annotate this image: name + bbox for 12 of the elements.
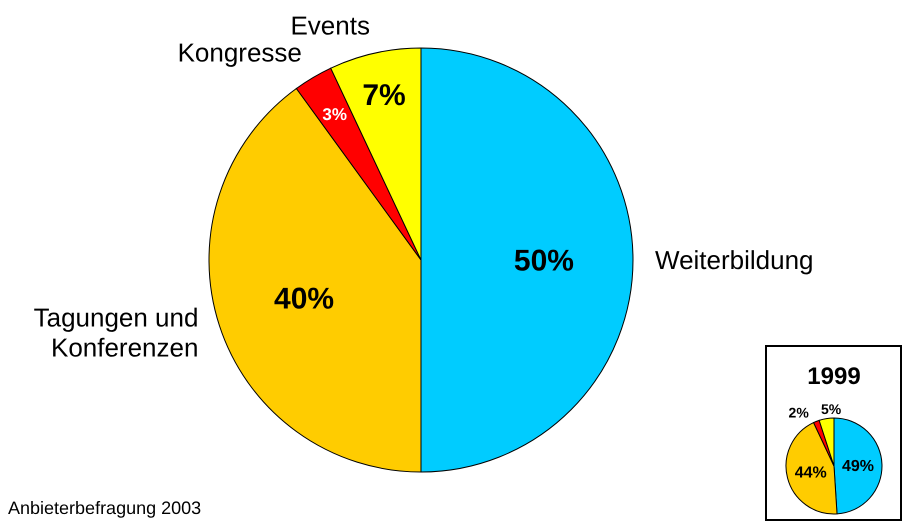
data-label: 3% xyxy=(322,104,347,124)
data-label: 49% xyxy=(842,458,874,475)
chart-title: 1999 xyxy=(807,363,861,390)
data-label: 40% xyxy=(274,282,334,316)
data-label: 2% xyxy=(788,404,810,420)
data-label: 7% xyxy=(362,78,406,112)
data-label: 5% xyxy=(820,401,842,418)
slice-label: Weiterbildung xyxy=(655,245,814,276)
text: Anbieterbefragung 2003 xyxy=(8,498,202,518)
data-label: 44% xyxy=(794,464,827,482)
data-label: 50% xyxy=(514,244,574,278)
slice-label: Tagungen und Konferenzen xyxy=(34,302,198,362)
